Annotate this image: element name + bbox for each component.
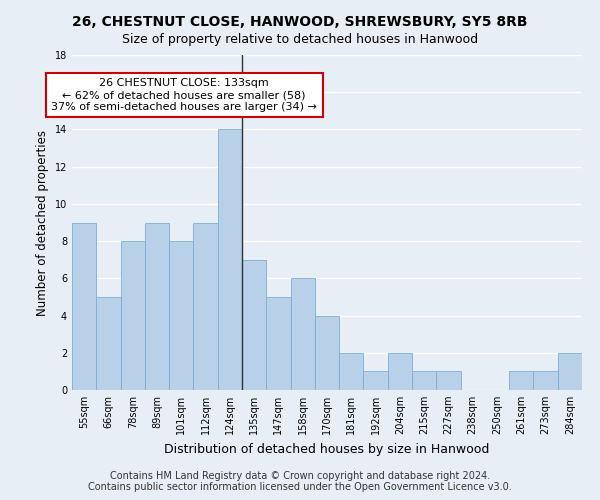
Bar [533,372,558,390]
Bar [364,372,388,390]
Text: 26 CHESTNUT CLOSE: 133sqm
← 62% of detached houses are smaller (58)
37% of semi-: 26 CHESTNUT CLOSE: 133sqm ← 62% of detac… [51,78,317,112]
Bar [339,353,364,390]
Text: 26, CHESTNUT CLOSE, HANWOOD, SHREWSBURY, SY5 8RB: 26, CHESTNUT CLOSE, HANWOOD, SHREWSBURY,… [72,15,528,29]
Bar [145,222,169,390]
X-axis label: Distribution of detached houses by size in Hanwood: Distribution of detached houses by size … [164,442,490,456]
Bar [558,353,582,390]
Bar [436,372,461,390]
Bar [96,297,121,390]
Bar [290,278,315,390]
Text: Size of property relative to detached houses in Hanwood: Size of property relative to detached ho… [122,32,478,46]
Bar [72,222,96,390]
Bar [266,297,290,390]
Bar [121,241,145,390]
Bar [193,222,218,390]
Bar [388,353,412,390]
Bar [169,241,193,390]
Y-axis label: Number of detached properties: Number of detached properties [36,130,49,316]
Bar [412,372,436,390]
Bar [315,316,339,390]
Bar [218,130,242,390]
Bar [242,260,266,390]
Bar [509,372,533,390]
Text: Contains HM Land Registry data © Crown copyright and database right 2024.
Contai: Contains HM Land Registry data © Crown c… [88,471,512,492]
